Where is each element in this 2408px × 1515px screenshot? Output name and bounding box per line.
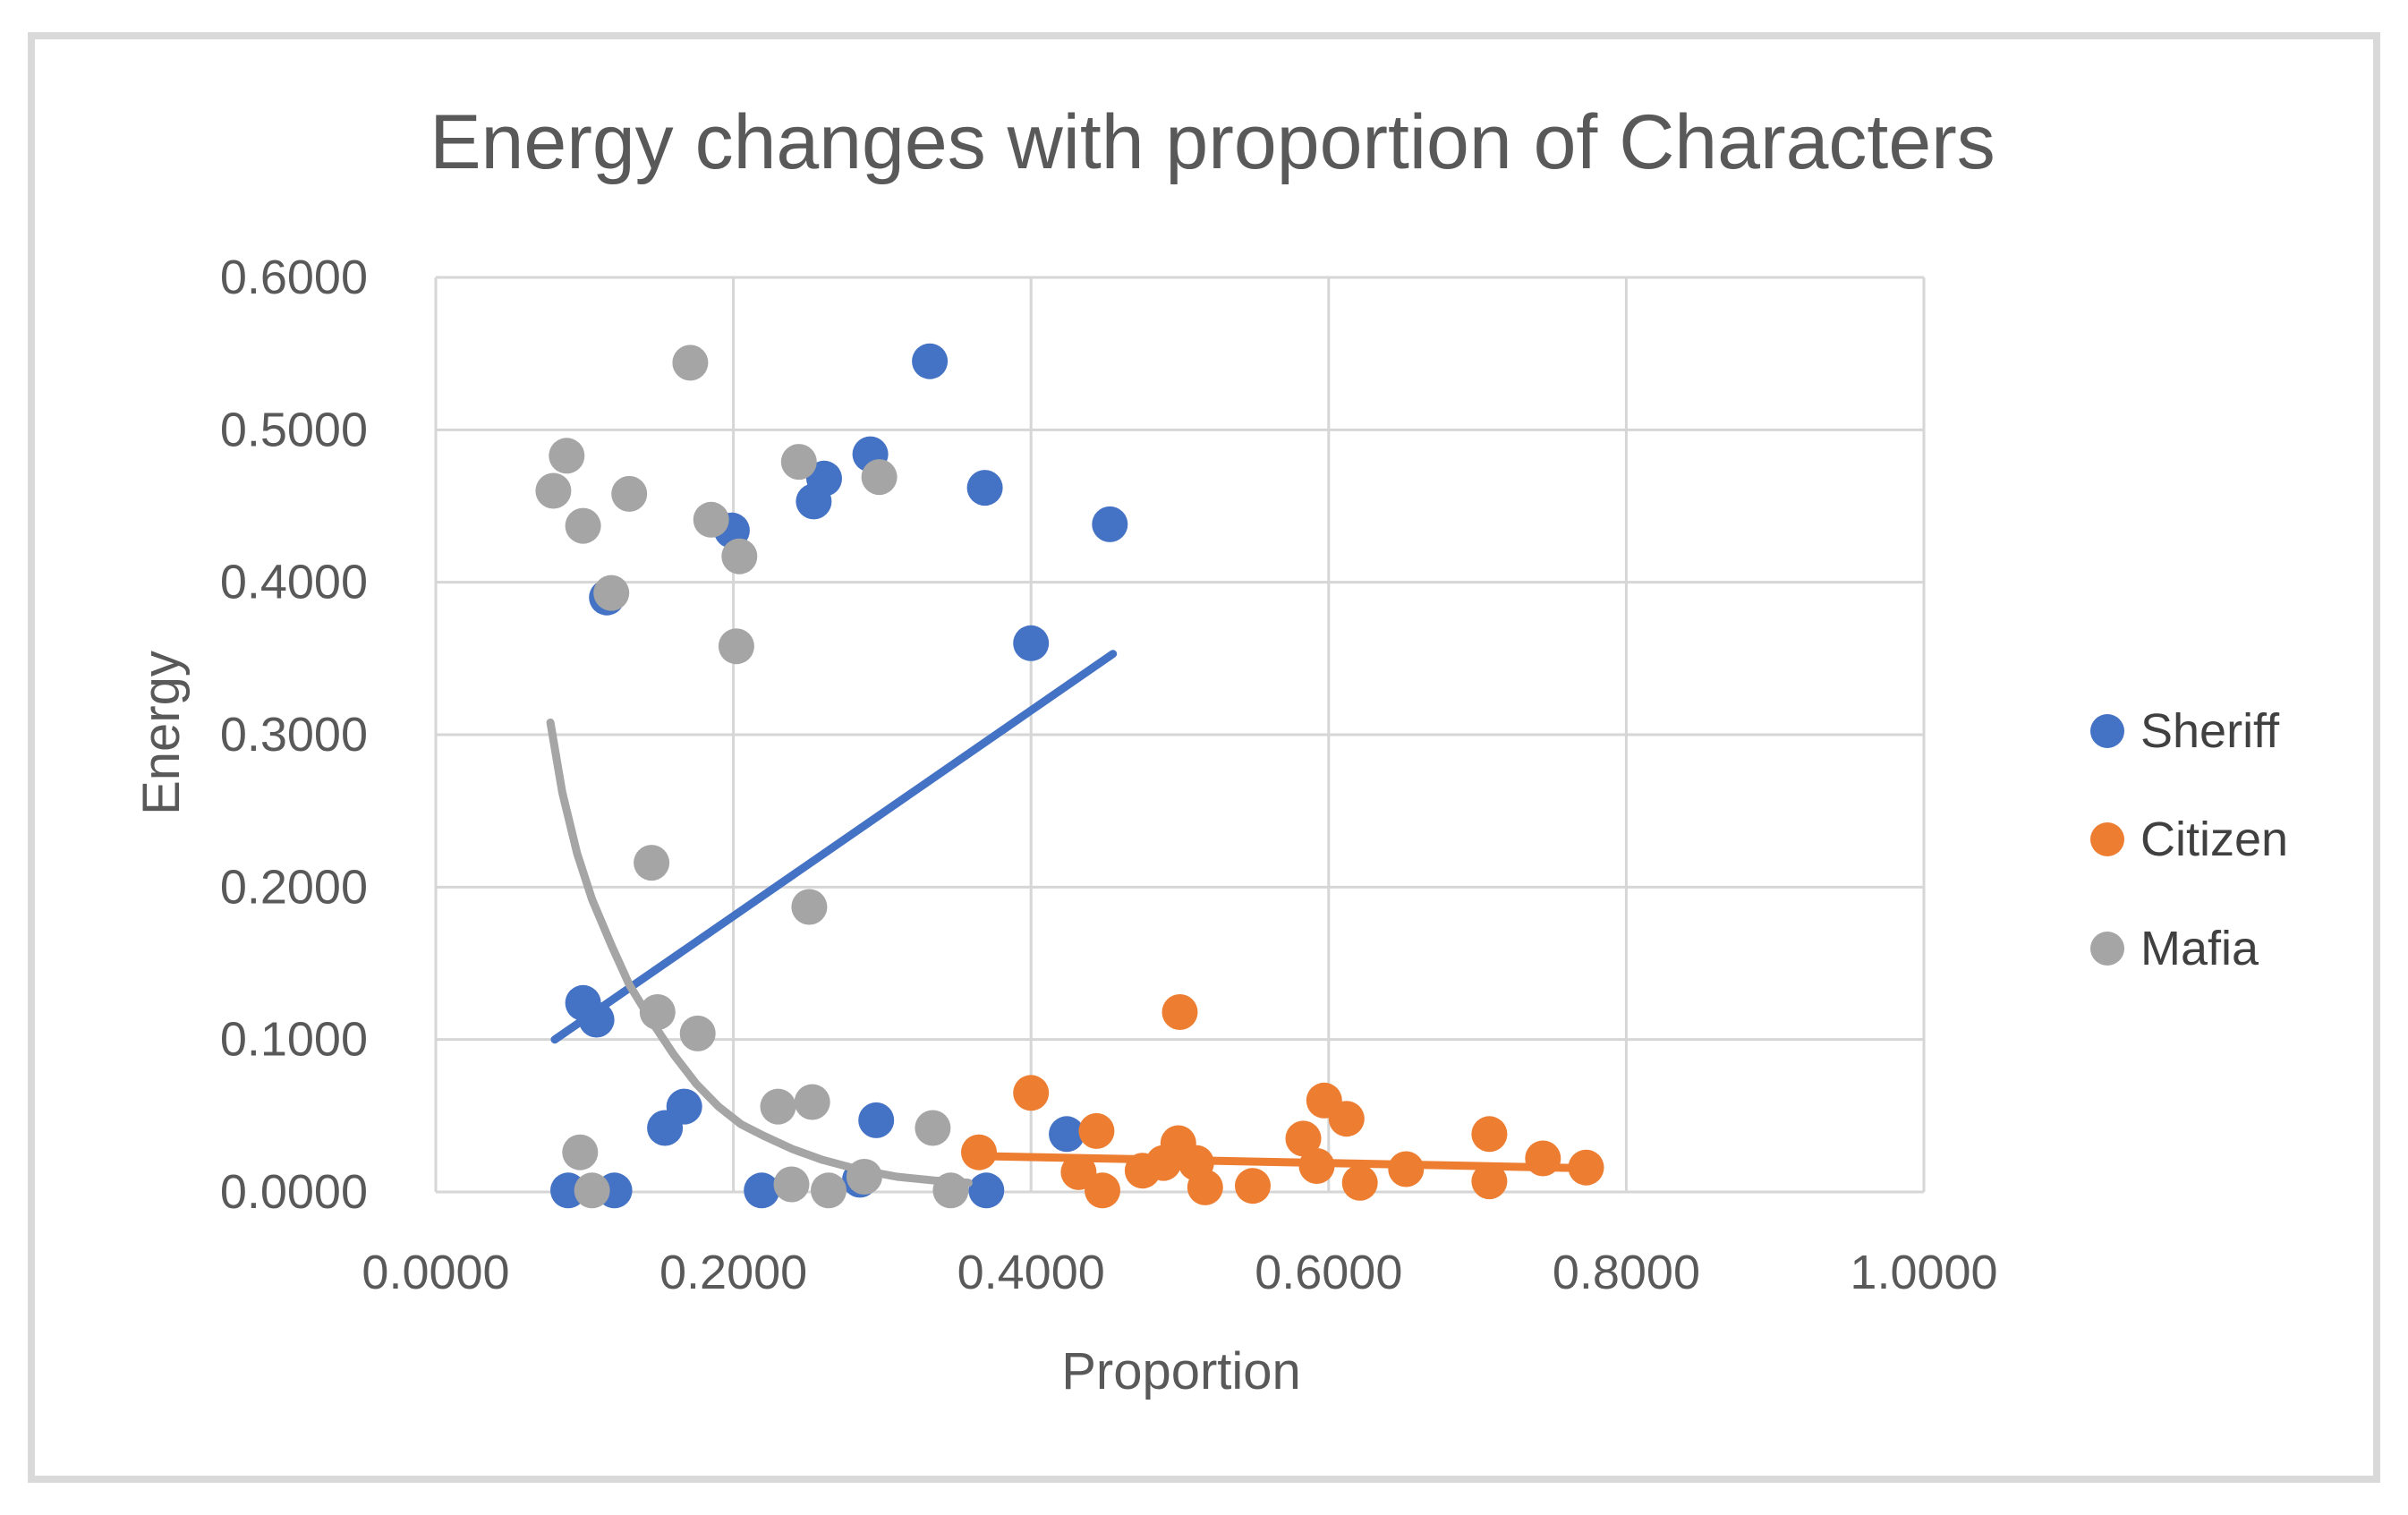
- sheriff-data-point: [1013, 625, 1050, 661]
- x-tick-label: 0.8000: [1553, 1246, 1700, 1299]
- citizen-data-point: [1285, 1120, 1322, 1157]
- citizen-data-point: [1161, 994, 1198, 1030]
- legend-label-sheriff: Sheriff: [2140, 704, 2280, 758]
- mafia-data-point: [861, 459, 898, 496]
- legend-label-citizen: Citizen: [2140, 813, 2288, 866]
- citizen-data-point: [961, 1134, 997, 1170]
- mafia-data-point: [565, 507, 601, 544]
- citizen-legend-marker-icon: [2090, 822, 2124, 856]
- citizen-data-point: [1341, 1164, 1378, 1201]
- citizen-data-point: [1471, 1163, 1508, 1200]
- y-axis-title: Energy: [132, 651, 191, 815]
- citizen-data-point: [1013, 1075, 1050, 1111]
- mafia-data-point: [760, 1088, 796, 1125]
- gridlines: [434, 276, 1926, 1194]
- x-tick-label: 0.4000: [957, 1246, 1105, 1299]
- legend-item-sheriff: Sheriff: [2090, 704, 2280, 758]
- sheriff-data-point: [1049, 1116, 1085, 1153]
- citizen-data-point: [1328, 1101, 1365, 1137]
- citizen-data-point: [1388, 1151, 1425, 1187]
- y-tick-label: 0.0000: [220, 1165, 368, 1219]
- citizen-data-point: [1187, 1169, 1223, 1205]
- y-tick-label: 0.2000: [220, 860, 368, 914]
- mafia-data-point: [679, 1015, 716, 1051]
- mafia-data-point: [549, 438, 585, 474]
- x-tick-label: 0.0000: [362, 1246, 509, 1299]
- sheriff-data-point: [1092, 506, 1128, 542]
- sheriff-data-point: [744, 1172, 780, 1209]
- mafia-data-point: [535, 472, 572, 509]
- x-tick-label: 0.6000: [1255, 1246, 1402, 1299]
- mafia-data-point: [562, 1134, 599, 1170]
- figure-border: [28, 32, 2380, 1483]
- x-tick-label: 1.0000: [1850, 1246, 1997, 1299]
- sheriff-data-point: [806, 460, 842, 497]
- mafia-data-point: [593, 575, 630, 611]
- mafia-data-point: [915, 1110, 951, 1146]
- mafia-data-point: [791, 889, 828, 925]
- legend-label-mafia: Mafia: [2140, 922, 2259, 975]
- sheriff-data-point: [912, 343, 949, 379]
- sheriff-data-point: [578, 1001, 615, 1038]
- citizen-trendline: [979, 1152, 1598, 1173]
- sheriff-data-point: [968, 1172, 1005, 1209]
- sheriff-data-point: [858, 1102, 895, 1138]
- sheriff-data-point: [966, 470, 1003, 506]
- y-tick-label: 0.1000: [220, 1013, 368, 1067]
- mafia-data-point: [634, 845, 670, 881]
- mafia-data-point: [672, 345, 709, 381]
- mafia-data-point: [773, 1166, 810, 1203]
- y-tick-label: 0.3000: [220, 708, 368, 762]
- mafia-data-point: [574, 1172, 610, 1209]
- y-tick-label: 0.5000: [220, 403, 368, 456]
- chart-title: Energy changes with proportion of Charac…: [430, 99, 1995, 185]
- data-points-layer: [535, 343, 1604, 1209]
- sheriff-legend-marker-icon: [2090, 714, 2124, 748]
- mafia-data-point: [811, 1172, 847, 1209]
- citizen-data-point: [1235, 1168, 1271, 1204]
- legend-item-mafia: Mafia: [2090, 922, 2259, 975]
- mafia-data-point: [794, 1084, 830, 1120]
- mafia-data-point: [780, 444, 817, 481]
- sheriff-trendline: [550, 650, 1118, 1044]
- mafia-data-point: [693, 501, 729, 538]
- tick-labels: 0.0000 0.1000 0.2000 0.3000 0.4000 0.5000 0.60…: [220, 251, 1998, 1299]
- mafia-data-point: [611, 475, 648, 512]
- y-tick-label: 0.6000: [220, 251, 368, 304]
- mafia-data-point: [718, 628, 754, 665]
- mafia-legend-marker-icon: [2090, 932, 2124, 966]
- y-tick-label: 0.4000: [220, 556, 368, 609]
- mafia-data-point: [721, 538, 758, 575]
- citizen-data-point: [1085, 1172, 1120, 1209]
- citizen-data-point: [1078, 1112, 1115, 1149]
- x-axis-title: Proportion: [1061, 1342, 1301, 1400]
- sheriff-data-point: [666, 1088, 702, 1125]
- x-tick-label: 0.2000: [659, 1246, 807, 1299]
- mafia-trendline: [546, 718, 973, 1187]
- legend-item-citizen: Citizen: [2090, 813, 2288, 866]
- citizen-data-point: [1471, 1116, 1508, 1153]
- legend: Sheriff Citizen Mafia: [2090, 704, 2288, 975]
